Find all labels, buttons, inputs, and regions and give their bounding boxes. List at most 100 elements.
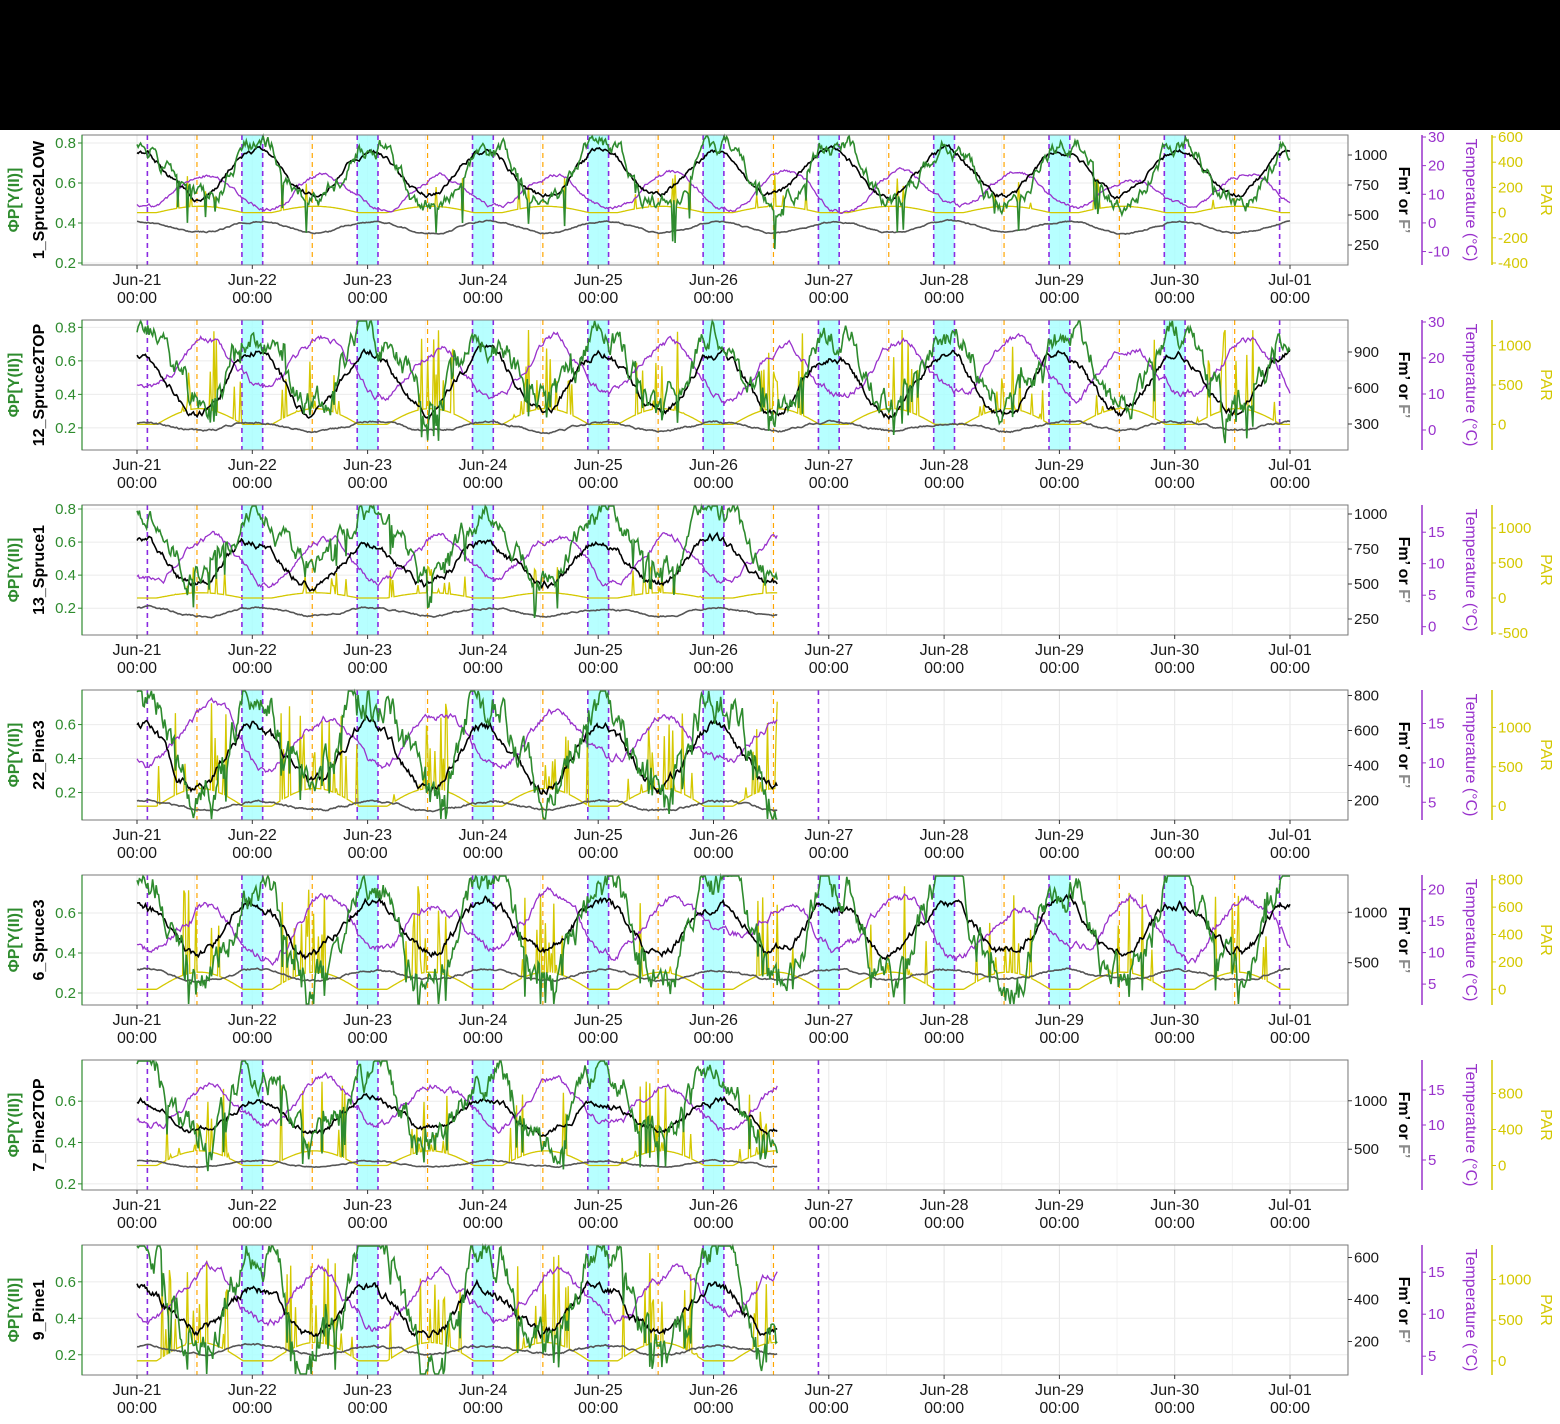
temperature-tick-label: 30 [1428,129,1445,146]
phi-tick-label: 0.4 [55,945,76,962]
panel-label: 12_Spruce2TOP [31,323,48,446]
x-tick-label-date: Jul-01 [1268,827,1312,844]
phi-axis-title: ΦP[Y(II)] [6,908,23,973]
phi-tick-label: 0.8 [55,501,76,518]
fm-tick-label: 500 [1354,207,1379,224]
panel-9_Pine1: 0.20.40.6ΦP[Y(II)] 9_Pine1Jun-2100:00Jun-… [6,1243,1554,1417]
phi-tick-label: 0.2 [55,985,76,1002]
panel-7_Pine2TOP: 0.20.40.6ΦP[Y(II)] 7_Pine2TOPJun-2100:00J… [6,1059,1554,1232]
night-shade [587,875,609,1005]
phi-tick-label: 0.6 [55,175,76,192]
x-tick-label-date: Jun-24 [458,272,507,289]
x-tick-label-time: 00:00 [463,1215,503,1232]
fm-title-part1: Fm’ [1395,907,1412,939]
par-tick-label: 0 [1498,590,1506,607]
night-shade [703,320,724,450]
x-tick-label-date: Jun-26 [689,1012,738,1029]
phi-tick-label: 0.4 [55,1135,76,1152]
fm-title-part2: or [1395,569,1412,589]
phi-tick-label: 0.6 [55,905,76,922]
par-tick-label: 1000 [1498,719,1531,736]
x-tick-label-date: Jun-25 [574,1012,623,1029]
x-tick-label-date: Jun-23 [343,1197,392,1214]
x-tick-label-time: 00:00 [232,475,272,492]
f-prime-series [137,1158,778,1169]
f-prime-series [136,604,778,619]
x-tick-label-time: 00:00 [578,1215,618,1232]
night-shade [472,1060,494,1190]
temperature-axis-title: Temperature (°C) [1462,324,1479,447]
phi-series [136,318,1291,444]
night-shade [472,320,494,450]
fm-prime-series [136,893,1291,961]
fm-title-part3: F’ [1395,774,1412,788]
phi-series [136,1060,778,1172]
temperature-tick-label: 15 [1428,913,1445,930]
par-tick-label: 600 [1498,899,1523,916]
fm-title-part2: or [1395,1309,1412,1329]
temperature-tick-label: 20 [1428,882,1445,899]
phi-axis-title: ΦP[Y(II)] [6,1278,23,1343]
fm-prime-series [136,1278,778,1340]
temperature-tick-label: 15 [1428,524,1445,541]
par-tick-label: 200 [1498,179,1523,196]
panel-label: 1_Spruce2LOW [31,140,48,259]
x-tick-label-time: 00:00 [1155,845,1195,862]
fm-axis-title: Fm’ or F’ [1395,722,1412,789]
temperature-axis-title: Temperature (°C) [1462,509,1479,632]
fm-title-part1: Fm’ [1395,722,1412,754]
par-axis-title: PAR [1537,739,1554,771]
night-shade [933,135,955,265]
x-tick-label-time: 00:00 [463,290,503,307]
x-tick-label-time: 00:00 [924,1215,964,1232]
phi-tick-label: 0.8 [55,319,76,336]
x-tick-label-date: Jun-30 [1150,642,1199,659]
x-tick-label-time: 00:00 [693,1215,733,1232]
f-prime-series [136,967,1291,983]
fm-title-part2: or [1395,199,1412,219]
fm-axis-title: Fm’ or F’ [1395,1277,1412,1344]
phi-tick-label: 0.6 [55,1093,76,1110]
x-tick-label-date: Jun-29 [1035,457,1084,474]
x-tick-label-date: Jun-28 [920,1012,969,1029]
night-shade [357,1245,378,1375]
panel-6_Spruce3: 0.20.40.6ΦP[Y(II)] 6_Spruce3Jun-2100:00Ju… [6,872,1554,1047]
x-tick-label-time: 00:00 [117,1215,157,1232]
x-tick-label-time: 00:00 [348,1400,388,1417]
night-shade [1049,135,1070,265]
x-tick-label-time: 00:00 [348,845,388,862]
temperature-tick-label: 5 [1428,1348,1436,1365]
temperature-tick-label: 5 [1428,976,1436,993]
night-shade [357,135,378,265]
fm-tick-label: 250 [1354,611,1379,628]
fm-axis-title: Fm’ or F’ [1395,907,1412,974]
temperature-tick-label: 30 [1428,314,1445,331]
par-tick-label: -200 [1498,230,1528,247]
x-tick-label-date: Jun-23 [343,827,392,844]
x-tick-label-time: 00:00 [1155,1030,1195,1047]
x-tick-label-date: Jun-21 [113,272,162,289]
fm-tick-label: 600 [1354,723,1379,740]
panel-label: 13_Spruce1 [31,525,48,615]
x-tick-label-time: 00:00 [232,660,272,677]
night-shade [241,505,263,635]
par-tick-label: 200 [1498,954,1523,971]
phi-tick-label: 0.6 [55,534,76,551]
temperature-series [136,530,778,589]
fm-title-part1: Fm’ [1395,167,1412,199]
f-prime-series [136,1342,778,1357]
x-tick-label-time: 00:00 [117,845,157,862]
x-tick-label-date: Jun-27 [804,642,853,659]
x-tick-label-time: 00:00 [348,660,388,677]
x-tick-label-time: 00:00 [348,1215,388,1232]
temperature-tick-label: 0 [1428,422,1436,439]
x-tick-label-date: Jun-28 [920,1382,969,1399]
x-tick-label-date: Jun-21 [113,1012,162,1029]
fm-tick-label: 400 [1354,758,1379,775]
panel-label: 9_Pine1 [31,1280,48,1341]
par-tick-label: 1000 [1498,338,1531,355]
par-tick-label: 0 [1498,1353,1506,1370]
fm-title-part2: or [1395,384,1412,404]
x-tick-label-time: 00:00 [809,1400,849,1417]
fm-title-part3: F’ [1395,1144,1412,1158]
